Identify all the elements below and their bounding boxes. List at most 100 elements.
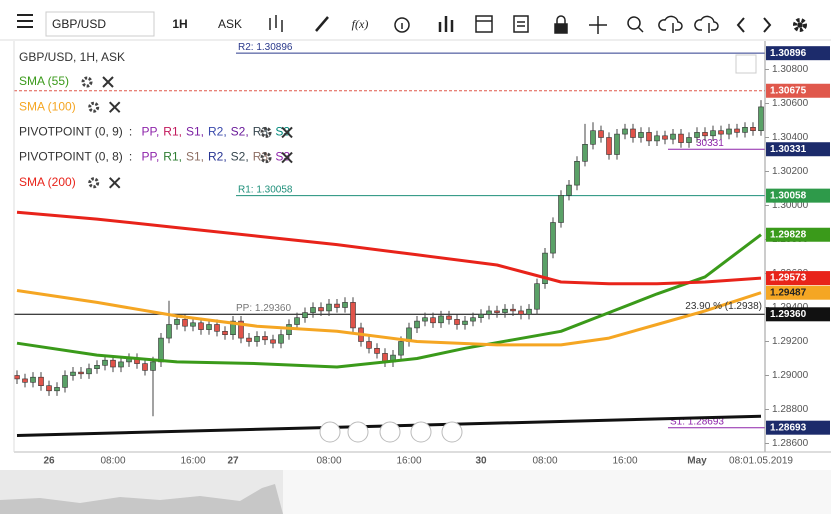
calendar-icon[interactable] [475,15,493,33]
candle-body [670,133,676,140]
candle-body [222,330,228,335]
candle-body [430,317,436,324]
next-icon[interactable] [763,17,772,33]
candle-body [334,303,340,308]
price-badge-text: 1.28693 [770,422,807,433]
crosshair-icon[interactable] [589,16,607,34]
candle-body [590,130,596,145]
plot: R2: 1.30896 30331 R1: 1.30058 PP: 1.29360 S1… [14,42,765,437]
remove-icon[interactable] [108,101,121,113]
candle-body [510,308,516,312]
legend-part: S1, [186,150,204,164]
candle-body [566,184,572,196]
legend-part: R1, [163,125,182,139]
chart-type-icon[interactable] [269,15,283,32]
settings-icon[interactable] [793,18,807,32]
symbol[interactable]: GBP/USD [52,17,106,31]
remove-icon[interactable] [281,151,293,164]
legend-part: S3 [275,125,290,139]
expand-button[interactable] [735,54,757,74]
indicators-icon[interactable] [438,16,454,32]
candle-body [654,135,660,142]
y-tick-label: 1.29200 [772,336,809,347]
sma-badge [766,285,830,300]
sma-line [16,233,762,369]
candle-body [30,376,36,383]
sma-badge [766,227,830,242]
info-icon[interactable] [394,17,410,33]
price-type[interactable]: ASK [218,17,242,31]
settings-icon[interactable] [81,76,93,88]
candle-body [262,336,268,341]
symbol-box[interactable] [45,11,155,37]
legend: GBP/USD, 1H, ASK SMA (55) SMA (100) PIVOTPO… [19,50,293,189]
draw-icon[interactable] [315,16,329,32]
legend-part: : [129,150,136,164]
candle-body [118,361,124,368]
candle-body [470,317,476,322]
remove-icon[interactable] [281,126,293,139]
level-label: S1: 1.28693 [670,416,724,427]
remove-icon[interactable] [108,177,121,189]
scroll-left[interactable] [319,421,341,443]
candle-body [142,363,148,371]
candle-body [294,317,300,325]
navigator-shape [0,484,283,514]
y-tick-label: 1.29000 [772,370,809,381]
candle-body [742,127,748,133]
candle-body [22,378,28,383]
upload-icon[interactable] [658,15,683,33]
candle-body [574,161,580,186]
candle-body [638,132,644,138]
remove-icon[interactable] [102,76,114,88]
reset-zoom[interactable] [379,421,401,443]
sma-badge [766,271,830,286]
settings-icon[interactable] [260,126,272,138]
download-icon[interactable] [694,15,719,33]
legend-part: : [129,125,136,139]
candle-body [718,130,724,135]
candle-body [662,135,668,140]
legend-part: S1, [186,125,204,139]
settings-icon[interactable] [88,177,100,189]
candle-body [70,371,76,376]
news-icon[interactable] [513,15,529,33]
prev-icon[interactable] [736,17,745,33]
candle-body [630,128,636,138]
settings-icon[interactable] [260,152,272,164]
zoom-out[interactable] [347,421,369,443]
zoom-in[interactable] [410,421,432,443]
menu-button[interactable] [10,10,40,32]
candle-body [398,341,404,356]
candle-body [174,319,180,325]
candle-body [102,359,108,366]
legend-name: PIVOTPOINT (0, 8) [19,150,123,164]
candle-body [342,302,348,308]
legend-entry: SMA (55) [19,74,69,88]
legend-name: PIVOTPOINT (0, 9) [19,125,123,139]
legend-part: PP, [141,125,159,139]
x-tick-label: 16:00 [180,456,205,467]
candle-body [734,128,740,133]
candle-body [702,132,708,137]
settings-icon[interactable] [88,101,100,113]
candle-body [518,310,524,315]
y-tick-label: 1.30600 [772,98,809,109]
candle-body [462,320,468,325]
legend-part: S3 [275,150,290,164]
lock-icon[interactable] [554,15,568,34]
price-badge [766,142,830,157]
legend-part: R1, [163,150,182,164]
zoom-icon[interactable] [627,16,644,33]
candle-body [646,132,652,142]
candle-body [694,132,700,138]
timeframe[interactable]: 1H [172,17,187,31]
price-badge [766,307,830,322]
candle-body [318,307,324,312]
legend-part: R2, [208,150,227,164]
candle-body [438,315,444,324]
formula-button[interactable]: f(x) [352,17,369,31]
candle-body [230,320,236,336]
scroll-right[interactable] [441,421,463,443]
